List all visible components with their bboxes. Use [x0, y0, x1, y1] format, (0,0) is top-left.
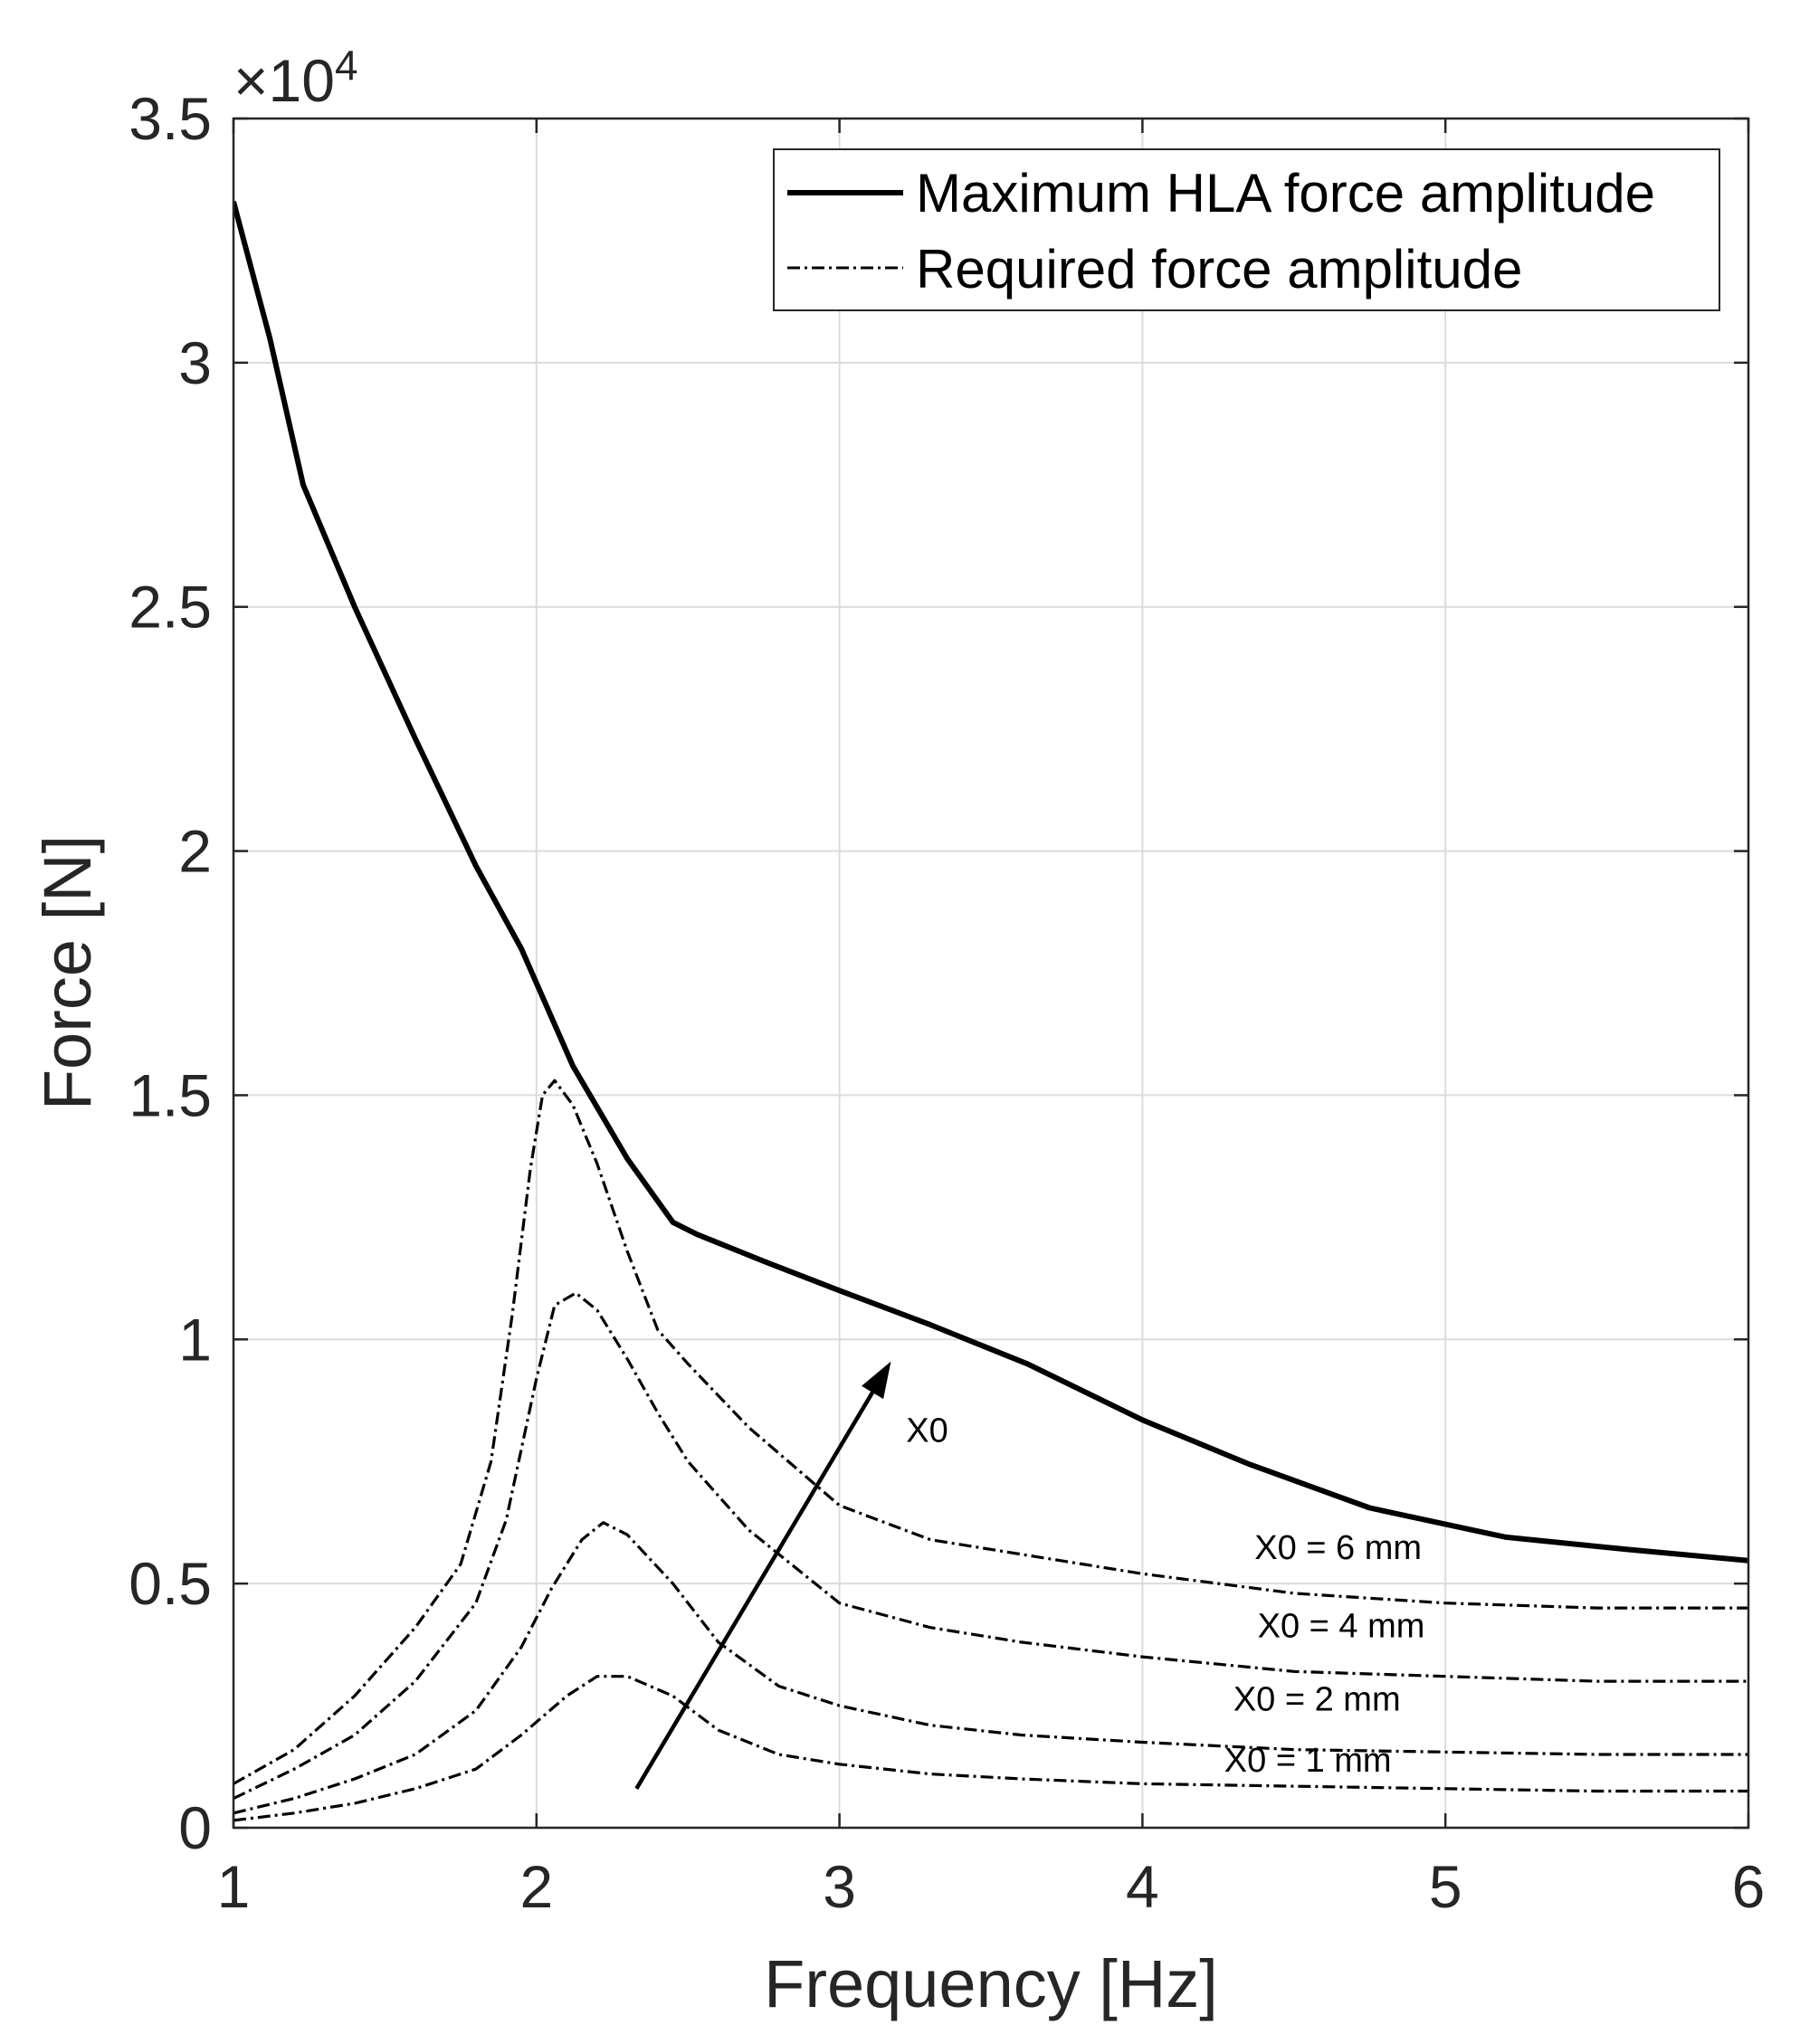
annotation-label: X0 = 4 mm: [1258, 1608, 1425, 1646]
y-tick-label: 3.5: [129, 85, 212, 152]
y-tick-label: 1.5: [129, 1061, 212, 1128]
legend-box: [773, 148, 1720, 311]
series-line-x0-6-mm: [233, 1079, 1748, 1785]
legend-label-max-hla: Maximum HLA force amplitude: [916, 163, 1655, 223]
data-series: [233, 201, 1748, 1822]
y-tick-labels: 0 0.5 1 1.5 2 2.5 3 3.5: [129, 85, 212, 1861]
x0-arrow-shaft: [634, 1391, 874, 1790]
x-tick-labels: 1 2 3 4 5 6: [217, 1853, 1766, 1920]
legend: Maximum HLA force amplitude Required for…: [773, 148, 1720, 311]
series-line-maximum-hla-force-amplitude: [233, 201, 1748, 1564]
annotations: X0 X0 = 6 mm X0 = 4 mm X0 = 2 mm X0 = 1 mm: [634, 1361, 1425, 1790]
x-tick-label: 1: [217, 1853, 251, 1920]
series-line-x0-1-mm: [233, 1675, 1748, 1822]
x-tick-label: 3: [823, 1853, 856, 1920]
x-tick-label: 6: [1732, 1853, 1766, 1920]
plot-area: [233, 119, 1748, 1828]
x-tick-label: 2: [519, 1853, 553, 1920]
y-tick-label: 1: [178, 1306, 212, 1373]
y-exponent-label: ×104: [233, 42, 358, 114]
legend-label-required: Required force amplitude: [916, 239, 1522, 299]
x-tick-label: 5: [1429, 1853, 1462, 1920]
annotation-label: X0: [906, 1412, 948, 1450]
x0-arrow-head: [862, 1361, 891, 1400]
annotation-label: X0 = 1 mm: [1224, 1742, 1392, 1780]
annotation-label: X0 = 2 mm: [1233, 1680, 1401, 1718]
y-tick-label: 3: [178, 329, 212, 396]
y-axis-label: Force [N]: [30, 835, 105, 1110]
x-axis-label: Frequency [Hz]: [764, 1946, 1218, 2021]
series-line-x0-4-mm: [233, 1291, 1748, 1801]
annotation-label: X0 = 6 mm: [1254, 1529, 1422, 1567]
y-tick-label: 2: [178, 818, 212, 885]
y-tick-label: 0.5: [129, 1550, 212, 1617]
plot-frame: [232, 117, 1750, 1830]
y-tick-label: 2.5: [129, 574, 212, 641]
y-tick-label: 0: [178, 1794, 212, 1861]
series-line-x0-2-mm: [233, 1521, 1748, 1815]
x-tick-label: 4: [1126, 1853, 1159, 1920]
